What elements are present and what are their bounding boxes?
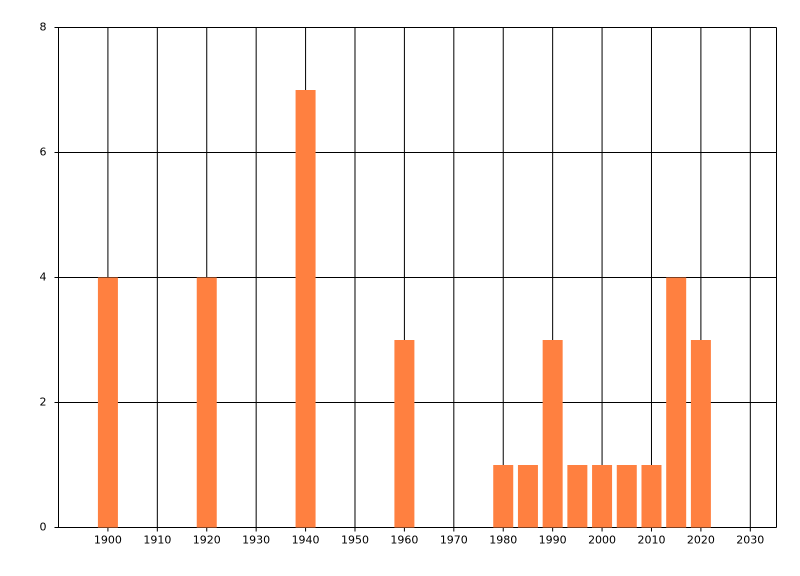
y-tick-label: 0 bbox=[40, 521, 47, 534]
bar bbox=[493, 465, 514, 528]
x-tick-label: 2020 bbox=[687, 534, 715, 547]
x-tick-label: 1990 bbox=[539, 534, 567, 547]
x-tick-label: 2010 bbox=[637, 534, 665, 547]
bar bbox=[517, 465, 538, 528]
y-tick-label: 4 bbox=[40, 271, 47, 284]
x-tick-label: 1960 bbox=[390, 534, 418, 547]
x-tick-label: 1950 bbox=[341, 534, 369, 547]
y-tick-label: 2 bbox=[40, 396, 47, 409]
x-tick-label: 1910 bbox=[143, 534, 171, 547]
y-tick-label: 6 bbox=[40, 146, 47, 159]
bar bbox=[97, 277, 118, 528]
x-tick-label: 1980 bbox=[489, 534, 517, 547]
bar bbox=[567, 465, 588, 528]
bar bbox=[542, 340, 563, 528]
x-tick-label: 1920 bbox=[193, 534, 221, 547]
x-tick-label: 2030 bbox=[736, 534, 764, 547]
bar bbox=[641, 465, 662, 528]
x-tick-label: 1970 bbox=[440, 534, 468, 547]
x-tick-label: 1940 bbox=[292, 534, 320, 547]
x-tick-label: 2000 bbox=[588, 534, 616, 547]
bar bbox=[690, 340, 711, 528]
x-tick-label: 1900 bbox=[94, 534, 122, 547]
bar bbox=[394, 340, 415, 528]
bar bbox=[196, 277, 217, 528]
x-tick-label: 1930 bbox=[242, 534, 270, 547]
bar bbox=[666, 277, 687, 528]
y-tick-label: 8 bbox=[40, 21, 47, 34]
bar bbox=[592, 465, 613, 528]
bar bbox=[295, 90, 316, 528]
bar bbox=[616, 465, 637, 528]
